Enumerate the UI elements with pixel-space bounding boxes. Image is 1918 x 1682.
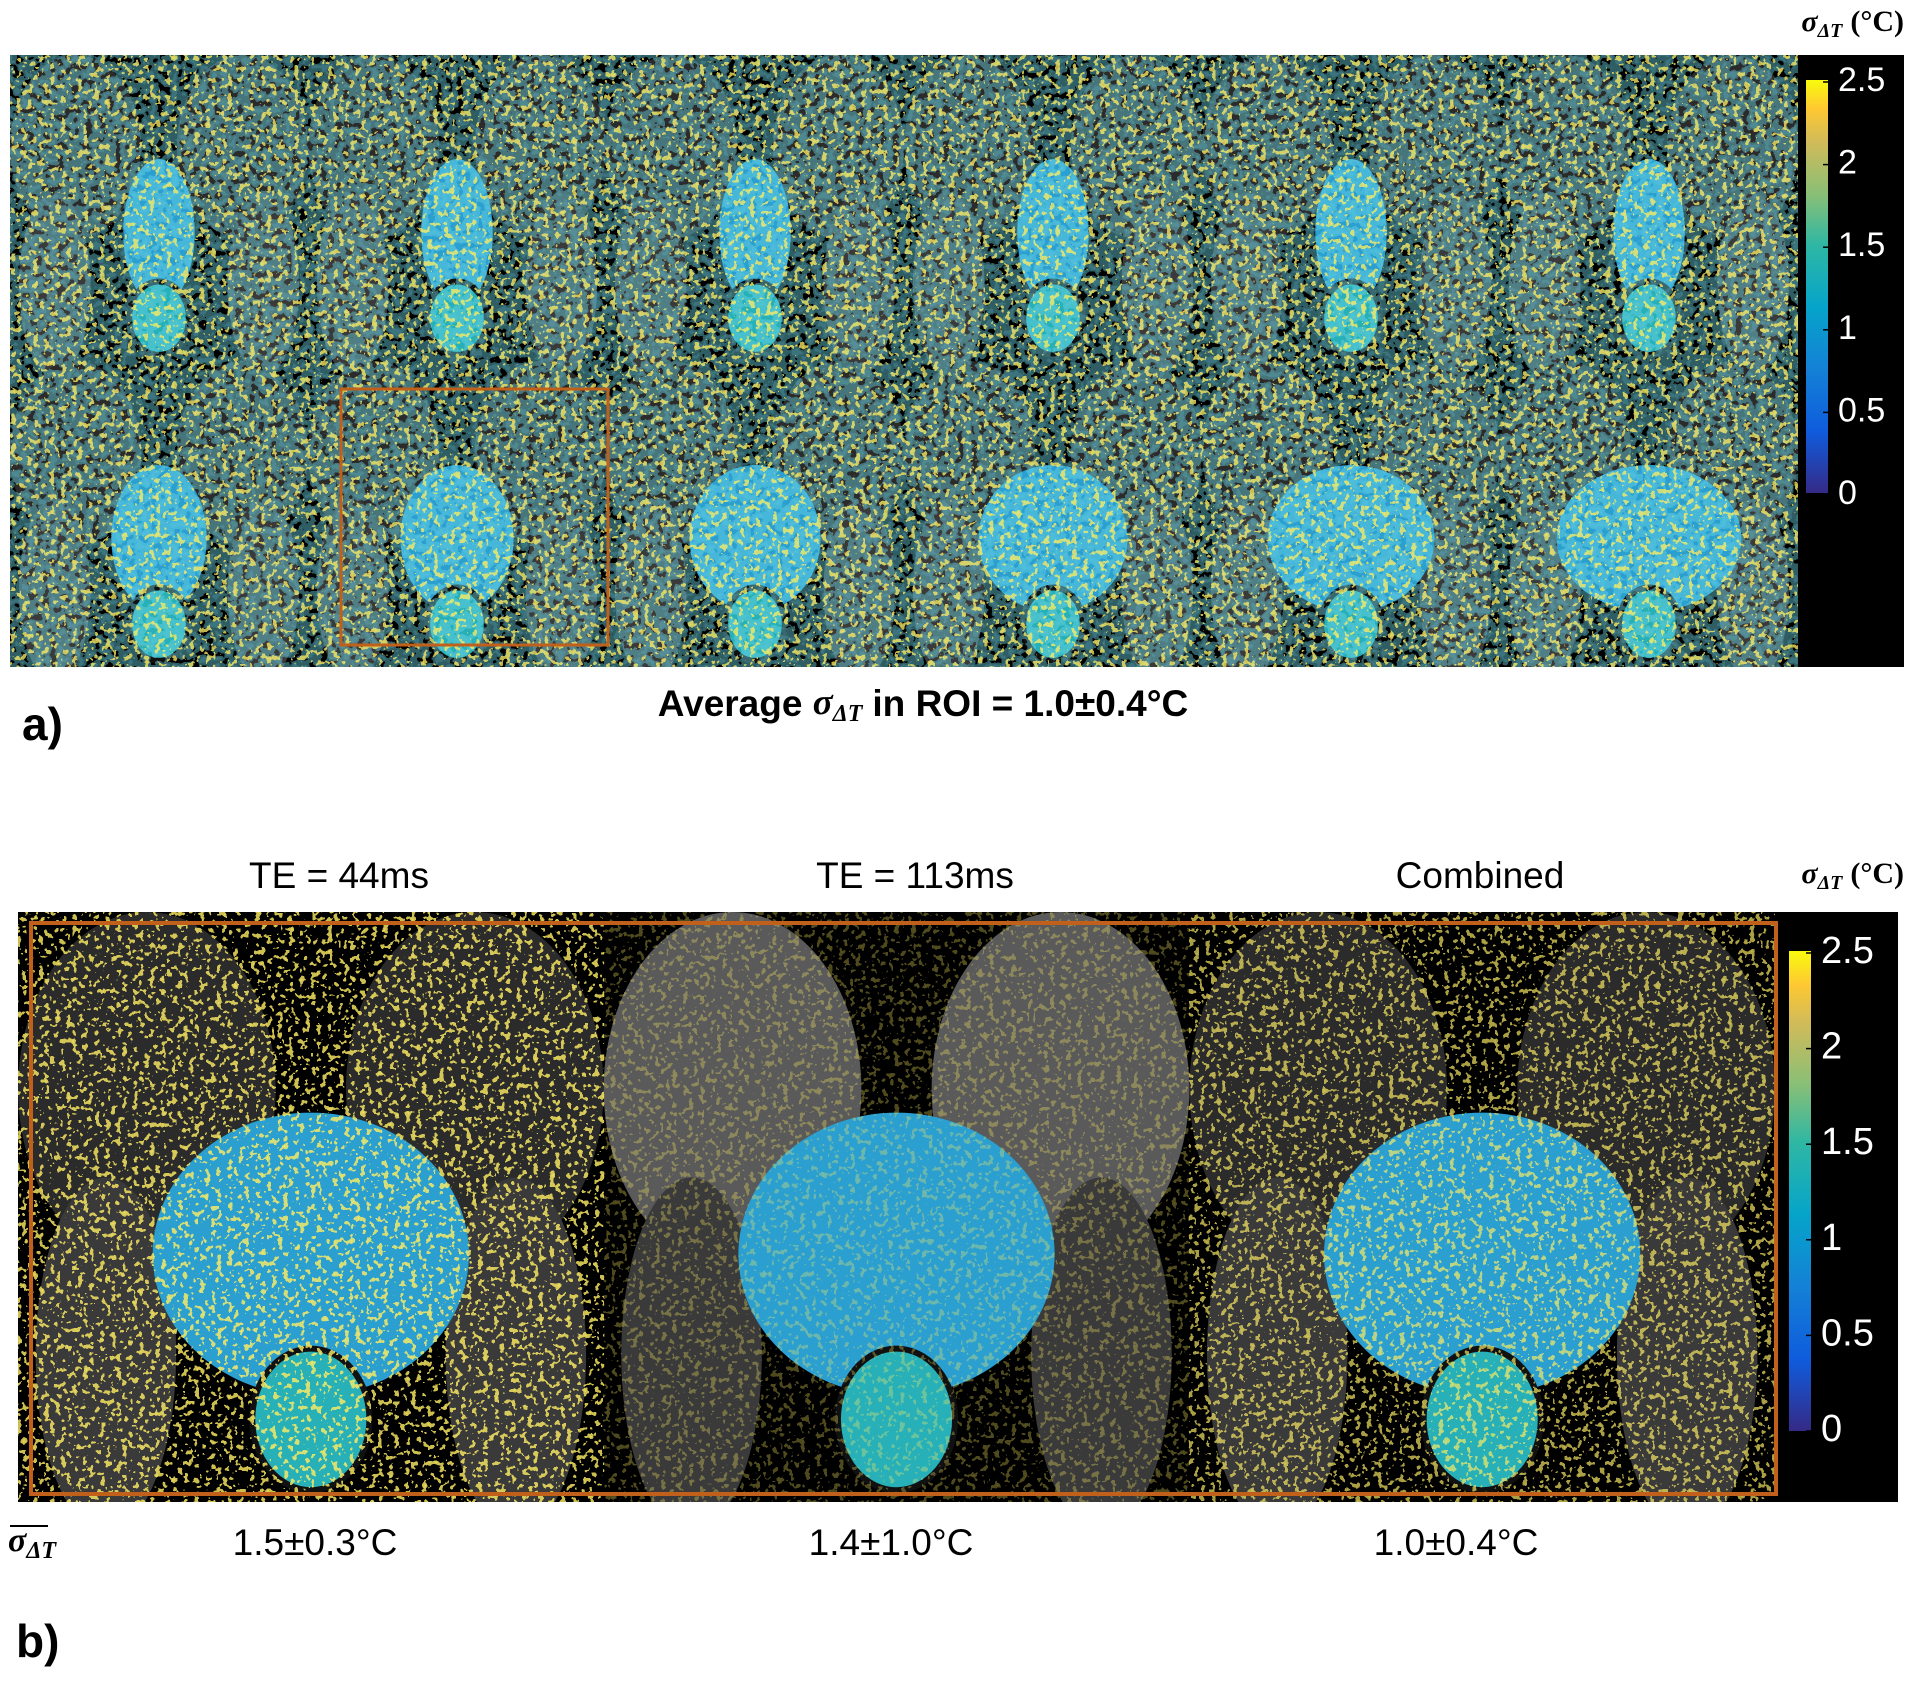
unit: (°C): [1850, 5, 1904, 38]
column-value: 1.0±0.4°C: [1374, 1522, 1539, 1563]
roi-box: [339, 387, 610, 647]
colorbar-b: [1789, 951, 1811, 1431]
speckle: [18, 912, 604, 1502]
tick-label: 0: [1838, 474, 1857, 512]
symbol: σ: [8, 1522, 28, 1559]
column-value: 1.5±0.3°C: [233, 1522, 398, 1563]
roi-box: [29, 921, 1778, 1496]
tick-label: 1: [1838, 309, 1857, 347]
tick-label: 0: [1821, 1408, 1842, 1450]
panel-label: a): [22, 698, 63, 750]
colorbar-a: [1806, 80, 1828, 493]
tick-label: 1.5: [1838, 226, 1885, 264]
tick-label: 2: [1821, 1026, 1842, 1068]
symbol: σ: [1801, 5, 1818, 38]
row-label: σΔT: [8, 1522, 57, 1564]
unit: (°C): [1850, 857, 1904, 890]
symbol: σ: [813, 682, 834, 723]
mri-comparison: [18, 912, 1775, 1502]
tick-label: 0.5: [1838, 391, 1885, 429]
tick-label: 0.5: [1821, 1312, 1874, 1354]
tick-label: 1: [1821, 1217, 1842, 1259]
colorbar-b-ticks: 0 0.5 1 1.5 2 2.5: [1806, 930, 1874, 1450]
colorbar-b-title: σΔT (°C): [1801, 857, 1904, 894]
symbol: σ: [1801, 857, 1818, 890]
subscript: ΔT: [25, 1538, 57, 1564]
tick-label: 2.5: [1838, 61, 1885, 99]
column-title: Combined: [1396, 855, 1565, 896]
speckle: [1189, 912, 1775, 1502]
caption-a: Average σΔT in ROI = 1.0±0.4°C: [658, 682, 1188, 726]
column-value: 1.4±1.0°C: [809, 1522, 974, 1563]
prefix: Average: [658, 683, 803, 724]
subscript: ΔT: [1817, 20, 1844, 42]
column-title: TE = 113ms: [816, 855, 1014, 896]
colorbar-a-title: σΔT (°C): [1801, 5, 1904, 42]
subscript: ΔT: [832, 701, 864, 727]
mri-montage: [10, 55, 1798, 667]
tick-label: 1.5: [1821, 1121, 1874, 1163]
speckle: [603, 912, 1190, 1502]
suffix: in ROI = 1.0±0.4°C: [872, 683, 1188, 724]
tick-label: 2.5: [1821, 930, 1874, 972]
speckle: [10, 55, 1798, 667]
columns: TE = 44ms 1.5±0.3°C TE = 113ms 1.4±1.0°C Com…: [233, 855, 1565, 1563]
panel-label: b): [16, 1615, 59, 1667]
colorbar-a-ticks: 0 0.5 1 1.5 2 2.5: [1823, 61, 1885, 512]
subscript: ΔT: [1817, 872, 1844, 894]
column-title: TE = 44ms: [249, 855, 429, 896]
tick-label: 2: [1838, 144, 1857, 182]
